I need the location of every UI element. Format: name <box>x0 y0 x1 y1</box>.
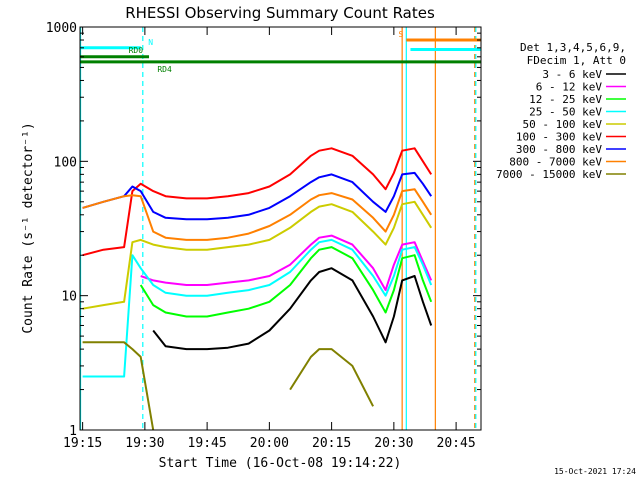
x-tick-label: 19:45 <box>188 436 227 451</box>
x-axis-label: Start Time (16-Oct-08 19:14:22) <box>159 456 402 471</box>
x-tick-label: 19:30 <box>125 436 164 451</box>
y-axis-label: Count Rate (s⁻¹ detector⁻¹) <box>21 122 36 333</box>
legend: Det 1,3,4,5,6,9,FDecim 1, Att 03 - 6 keV… <box>496 41 626 181</box>
y-tick-label: 100 <box>54 155 77 170</box>
legend-label: 300 - 800 keV <box>516 143 602 156</box>
series-line-8 <box>82 341 374 431</box>
footer-date: 15-Oct-2021 17:24 <box>554 467 636 476</box>
series-group <box>82 147 433 431</box>
series-line-6 <box>82 171 433 221</box>
x-tick-label: 20:15 <box>312 436 351 451</box>
legend-label: 50 - 100 keV <box>523 118 603 131</box>
series-line-7 <box>82 188 433 241</box>
series-line-0 <box>152 267 433 351</box>
series-line-2 <box>139 246 433 318</box>
series-line-3 <box>82 238 433 378</box>
flag-bars: N RD0 RD4 S <box>80 30 481 74</box>
plot-frame <box>79 26 482 431</box>
legend-label: 100 - 300 keV <box>516 131 602 144</box>
x-tick-label: 20:45 <box>437 436 476 451</box>
flag-label: RD0 <box>129 46 144 55</box>
series-line-4 <box>82 200 433 310</box>
flag-label: RD4 <box>157 65 172 74</box>
flag-label: N <box>148 38 153 47</box>
legend-label: 7000 - 15000 keV <box>496 168 602 181</box>
y-tick-label: 1000 <box>46 21 77 36</box>
legend-label: 800 - 7000 keV <box>509 156 602 169</box>
legend-label: 6 - 12 keV <box>536 81 603 94</box>
chart-title: RHESSI Observing Summary Count Rates <box>125 4 435 22</box>
x-tick-label: 20:30 <box>374 436 413 451</box>
series-line-1 <box>140 234 433 292</box>
legend-header: Det 1,3,4,5,6,9, <box>520 41 626 54</box>
legend-header: FDecim 1, Att 0 <box>527 54 626 67</box>
flag-label: S <box>398 30 403 39</box>
vertical-markers <box>79 27 477 430</box>
series-line-5 <box>82 147 433 257</box>
y-tick-label: 10 <box>61 290 77 305</box>
legend-label: 12 - 25 keV <box>529 93 602 106</box>
y-axis: 1 10 100 1000 <box>46 21 481 439</box>
legend-label: 25 - 50 keV <box>529 106 602 119</box>
x-tick-label: 20:00 <box>250 436 289 451</box>
legend-label: 3 - 6 keV <box>542 68 602 81</box>
x-axis: 19:15 19:30 19:45 20:00 20:15 20:30 20:45 <box>63 27 476 451</box>
x-tick-label: 19:15 <box>63 436 102 451</box>
y-tick-label: 1 <box>69 424 77 439</box>
